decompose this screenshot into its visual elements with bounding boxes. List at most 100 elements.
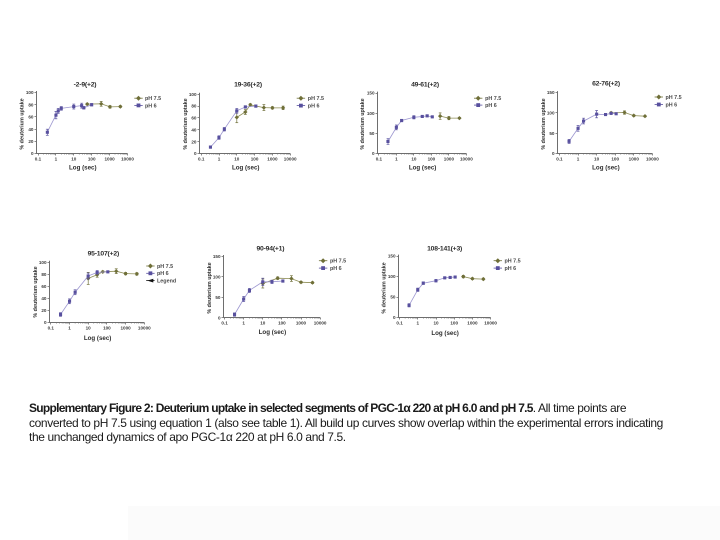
- svg-text:100: 100: [388, 274, 396, 279]
- svg-text:150: 150: [547, 90, 555, 95]
- svg-text:20: 20: [41, 308, 47, 313]
- svg-text:60: 60: [191, 116, 197, 121]
- svg-text:100: 100: [278, 321, 286, 326]
- svg-text:pH 7.5: pH 7.5: [145, 96, 161, 102]
- svg-text:0: 0: [44, 320, 47, 325]
- svg-text:1000: 1000: [467, 321, 478, 326]
- svg-text:0: 0: [194, 151, 197, 156]
- svg-text:0: 0: [372, 151, 375, 156]
- svg-text:20: 20: [191, 139, 197, 144]
- svg-text:40: 40: [28, 127, 34, 132]
- svg-text:pH 6: pH 6: [485, 103, 497, 109]
- svg-text:100: 100: [450, 321, 458, 326]
- svg-text:0.1: 0.1: [48, 326, 55, 331]
- svg-text:50: 50: [215, 295, 221, 300]
- svg-text:10000: 10000: [314, 321, 327, 326]
- svg-text:1000: 1000: [296, 321, 307, 326]
- svg-text:62-76(+2): 62-76(+2): [592, 80, 620, 87]
- svg-text:1: 1: [417, 321, 420, 326]
- svg-text:pH 6: pH 6: [145, 103, 157, 109]
- svg-text:1: 1: [218, 157, 221, 162]
- svg-text:1000: 1000: [120, 326, 131, 331]
- svg-text:10000: 10000: [646, 157, 659, 162]
- svg-text:10: 10: [260, 321, 266, 326]
- svg-text:10: 10: [594, 157, 600, 162]
- svg-text:0.1: 0.1: [376, 157, 383, 162]
- svg-text:0.1: 0.1: [198, 157, 205, 162]
- svg-text:20: 20: [28, 139, 34, 144]
- svg-text:0.1: 0.1: [35, 157, 42, 162]
- svg-text:pH 7.5: pH 7.5: [505, 259, 521, 265]
- svg-text:60: 60: [28, 115, 34, 120]
- svg-text:Log (sec): Log (sec): [259, 329, 287, 336]
- svg-text:10: 10: [71, 157, 77, 162]
- svg-text:10000: 10000: [284, 157, 297, 162]
- svg-text:% deuterium uptake: % deuterium uptake: [207, 262, 213, 313]
- svg-text:pH 7.5: pH 7.5: [308, 96, 324, 102]
- svg-text:150: 150: [213, 254, 221, 259]
- svg-text:100: 100: [547, 111, 555, 116]
- svg-text:10000: 10000: [121, 157, 134, 162]
- svg-text:1: 1: [395, 157, 398, 162]
- svg-text:100: 100: [189, 92, 197, 97]
- svg-text:150: 150: [367, 91, 375, 96]
- svg-text:80: 80: [191, 104, 197, 109]
- svg-text:10000: 10000: [138, 326, 151, 331]
- svg-text:108-141(+3): 108-141(+3): [427, 245, 462, 252]
- svg-text:pH 7.5: pH 7.5: [330, 259, 346, 265]
- svg-text:0: 0: [552, 151, 555, 156]
- svg-text:pH 6: pH 6: [308, 104, 320, 110]
- svg-text:49-61(+2): 49-61(+2): [411, 81, 439, 88]
- svg-text:Log (sec): Log (sec): [232, 165, 260, 172]
- svg-text:pH 6: pH 6: [505, 266, 517, 272]
- svg-text:1000: 1000: [444, 157, 455, 162]
- svg-text:1: 1: [577, 157, 580, 162]
- svg-text:50: 50: [549, 131, 555, 136]
- svg-text:40: 40: [41, 296, 47, 301]
- svg-text:% deuterium uptake: % deuterium uptake: [360, 98, 366, 149]
- svg-text:1000: 1000: [104, 157, 115, 162]
- svg-text:19-36(+2): 19-36(+2): [234, 81, 262, 88]
- svg-text:100: 100: [428, 157, 436, 162]
- svg-text:Log (sec): Log (sec): [592, 165, 620, 172]
- svg-text:10: 10: [234, 157, 240, 162]
- svg-text:0: 0: [393, 315, 396, 320]
- svg-text:0.1: 0.1: [221, 321, 228, 326]
- svg-text:10: 10: [86, 326, 92, 331]
- svg-text:pH 7.5: pH 7.5: [485, 96, 501, 102]
- svg-text:10: 10: [433, 321, 439, 326]
- svg-text:Log (sec): Log (sec): [69, 165, 97, 172]
- svg-text:% deuterium uptake: % deuterium uptake: [20, 98, 26, 149]
- svg-text:% deuterium uptake: % deuterium uptake: [382, 262, 388, 313]
- svg-text:10000: 10000: [484, 321, 497, 326]
- svg-text:10: 10: [411, 157, 417, 162]
- svg-text:95-107(+2): 95-107(+2): [88, 250, 119, 257]
- svg-text:Log (sec): Log (sec): [431, 330, 459, 337]
- svg-text:0.1: 0.1: [556, 157, 563, 162]
- svg-text:100: 100: [213, 275, 221, 280]
- svg-text:100: 100: [367, 111, 375, 116]
- svg-text:40: 40: [191, 127, 197, 132]
- svg-text:50: 50: [390, 295, 396, 300]
- svg-text:100: 100: [26, 90, 34, 95]
- svg-text:% deuterium uptake: % deuterium uptake: [541, 98, 547, 149]
- svg-text:1000: 1000: [267, 157, 278, 162]
- svg-text:% deuterium uptake: % deuterium uptake: [183, 98, 189, 149]
- svg-text:pH 6: pH 6: [330, 266, 342, 272]
- svg-text:0.1: 0.1: [396, 321, 403, 326]
- svg-text:-2-9(+2): -2-9(+2): [74, 81, 97, 88]
- svg-text:0: 0: [31, 151, 34, 156]
- svg-text:% deuterium uptake: % deuterium uptake: [33, 266, 39, 317]
- svg-text:pH 6: pH 6: [157, 271, 169, 277]
- svg-text:1: 1: [55, 157, 58, 162]
- svg-text:1: 1: [242, 321, 245, 326]
- svg-text:60: 60: [41, 284, 47, 289]
- svg-text:pH 7.5: pH 7.5: [666, 95, 682, 101]
- svg-text:80: 80: [28, 102, 34, 107]
- svg-text:pH 6: pH 6: [666, 102, 678, 108]
- svg-text:1000: 1000: [629, 157, 640, 162]
- svg-text:0: 0: [218, 315, 221, 320]
- svg-text:1: 1: [68, 326, 71, 331]
- svg-text:100: 100: [611, 157, 619, 162]
- svg-text:pH 7.5: pH 7.5: [157, 264, 173, 270]
